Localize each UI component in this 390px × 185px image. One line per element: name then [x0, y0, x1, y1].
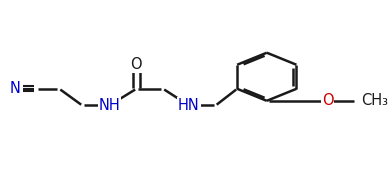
Text: O: O	[131, 57, 142, 72]
Text: N: N	[9, 81, 20, 96]
Text: O: O	[322, 93, 334, 108]
Text: CH₃: CH₃	[361, 93, 388, 108]
Text: NH: NH	[98, 98, 120, 113]
Text: HN: HN	[178, 98, 200, 113]
